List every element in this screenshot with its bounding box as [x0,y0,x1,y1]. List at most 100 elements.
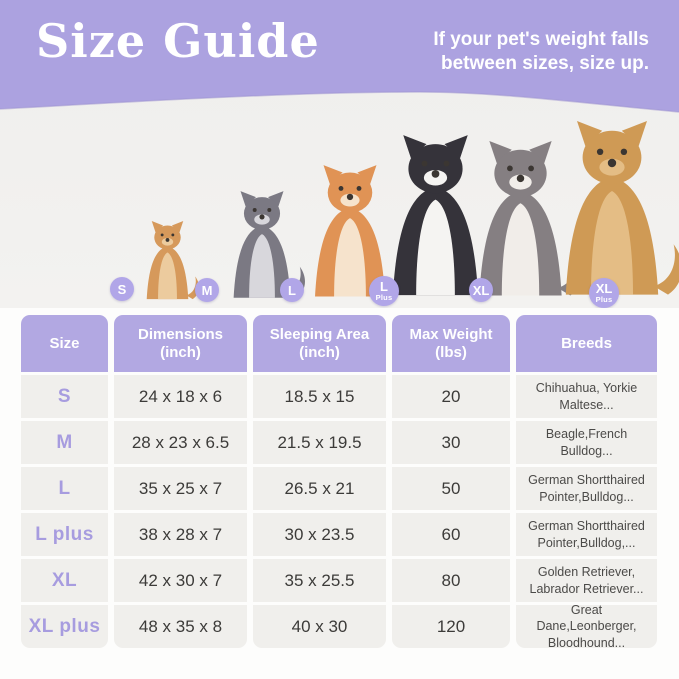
header-line-2: (lbs) [435,343,467,361]
badge-label: L [288,282,296,298]
cell-dimensions-s: 24 x 18 x 6 [114,375,247,418]
sleeping_area-value: 18.5 x 15 [284,386,355,406]
max_weight-value: 30 [441,432,461,452]
breeds-value: German Shortthaired Pointer,Bulldog,... [528,519,645,550]
cell-breeds-m: Beagle,French Bulldog... [516,421,657,464]
header-line-1: Sleeping Area [269,326,370,344]
cell-breeds-xl-plus: Great Dane,Leonberger, Bloodhound... [516,603,657,650]
cell-sleeping_area-l-plus: 30 x 23.5 [253,513,386,556]
header-line-2: (inch) [299,343,340,361]
cell-breeds-s: Chihuahua, Yorkie Maltese... [516,375,657,418]
cell-sleeping_area-xl-plus: 40 x 30 [253,605,386,648]
dimensions-value: 35 x 25 x 7 [138,478,223,498]
breeds-value: Chihuahua, Yorkie Maltese... [535,381,638,412]
australian-shepherd-silhouette [478,141,583,296]
cell-size-s: S [21,375,108,418]
header-line-1: Breeds [561,334,612,352]
header-line-1: Dimensions [137,326,224,344]
size-badge-l: L [280,278,304,302]
cell-size-xl: XL [21,559,108,602]
dog-photo-french-bulldog [219,191,305,303]
breeds-value: German Shortthaired Pointer,Bulldog... [528,473,645,504]
breeds-value: Beagle,French Bulldog... [545,427,628,458]
cell-max_weight-s: 20 [392,375,510,418]
sleeping_area-value: 21.5 x 19.5 [277,432,362,452]
table-panel: Size Dimensions (inch) Sleeping Area (inch) M… [0,308,679,679]
sleeping_area-value: 40 x 30 [291,616,348,636]
dimensions-value: 48 x 35 x 8 [138,616,223,636]
cell-sleeping_area-s: 18.5 x 15 [253,375,386,418]
header-note-line-2: between sizes, size up. [440,53,649,75]
dog-photo-australian-shepherd [458,141,583,303]
size-badge-m: M [195,278,219,302]
header-note: If your pet's weight falls between sizes… [433,28,649,77]
golden-retriever-silhouette [565,121,679,295]
cell-size-l-plus: L plus [21,513,108,556]
header-note-line-1: If your pet's weight falls [433,29,649,50]
cell-breeds-xl: Golden Retriever, Labrador Retriever... [516,559,657,602]
column-header-max_weight: Max Weight (lbs) [392,315,510,372]
cell-sleeping_area-m: 21.5 x 19.5 [253,421,386,464]
sleeping_area-value: 26.5 x 21 [284,478,355,498]
cell-sleeping_area-xl: 35 x 25.5 [253,559,386,602]
size-badge-xl-plus: XL Plus [589,278,619,308]
dimensions-value: 42 x 30 x 7 [138,570,223,590]
size-value: XL [51,569,78,591]
cell-breeds-l-plus: German Shortthaired Pointer,Bulldog,... [516,513,657,556]
cell-size-l: L [21,467,108,510]
column-header-sleeping_area: Sleeping Area (inch) [253,315,386,372]
size-value: XL plus [28,615,101,637]
cell-dimensions-l: 35 x 25 x 7 [114,467,247,510]
cell-max_weight-l: 50 [392,467,510,510]
size-table: Size Dimensions (inch) Sleeping Area (inch) M… [21,315,657,650]
header: Size Guide If your pet's weight falls be… [0,0,679,115]
column-header-breeds: Breeds [516,315,657,372]
header-line-2: (inch) [160,343,201,361]
header-line-1: Max Weight [409,326,493,344]
size-value: S [57,385,72,407]
dimensions-value: 38 x 28 x 7 [138,524,223,544]
max_weight-value: 120 [436,616,466,636]
max_weight-value: 60 [441,524,461,544]
max_weight-value: 20 [441,386,461,406]
dog-photo-pomeranian [136,221,199,303]
sleeping_area-value: 30 x 23.5 [284,524,355,544]
breeds-value: Great Dane,Leonberger, Bloodhound... [536,603,637,650]
cell-sleeping_area-l: 26.5 x 21 [253,467,386,510]
column-header-dimensions: Dimensions (inch) [114,315,247,372]
size-badge-l-plus: L Plus [369,276,399,306]
size-value: L plus [35,523,94,545]
badge-sublabel: Plus [375,293,393,303]
header-line-1: Size [49,334,80,352]
max_weight-value: 50 [441,478,461,498]
cell-dimensions-xl: 42 x 30 x 7 [114,559,247,602]
cell-max_weight-xl-plus: 120 [392,605,510,648]
cell-dimensions-m: 28 x 23 x 6.5 [114,421,247,464]
page-title: Size Guide [36,14,320,68]
badge-label: L [380,279,388,295]
size-badge-s: S [110,277,134,301]
dog-photo-golden-retriever [542,121,679,303]
cell-dimensions-xl-plus: 48 x 35 x 8 [114,605,247,648]
badge-label: M [201,282,213,298]
cell-breeds-l: German Shortthaired Pointer,Bulldog... [516,467,657,510]
sleeping_area-value: 35 x 25.5 [284,570,355,590]
badge-sublabel: Plus [595,295,613,305]
size-value: L [58,477,71,499]
dimensions-value: 24 x 18 x 6 [138,386,223,406]
badge-label: S [117,281,127,297]
cell-size-xl-plus: XL plus [21,605,108,648]
size-value: M [56,431,73,453]
badge-label: XL [595,281,613,297]
breeds-value: Golden Retriever, Labrador Retriever... [529,565,644,596]
cell-max_weight-l-plus: 60 [392,513,510,556]
max_weight-value: 80 [441,570,461,590]
cell-max_weight-m: 30 [392,421,510,464]
column-header-size: Size [21,315,108,372]
cell-size-m: M [21,421,108,464]
badge-label: XL [472,282,490,298]
size-badge-xl: XL [469,278,493,302]
dimensions-value: 28 x 23 x 6.5 [131,432,230,452]
pomeranian-silhouette [146,221,199,300]
cell-max_weight-xl: 80 [392,559,510,602]
